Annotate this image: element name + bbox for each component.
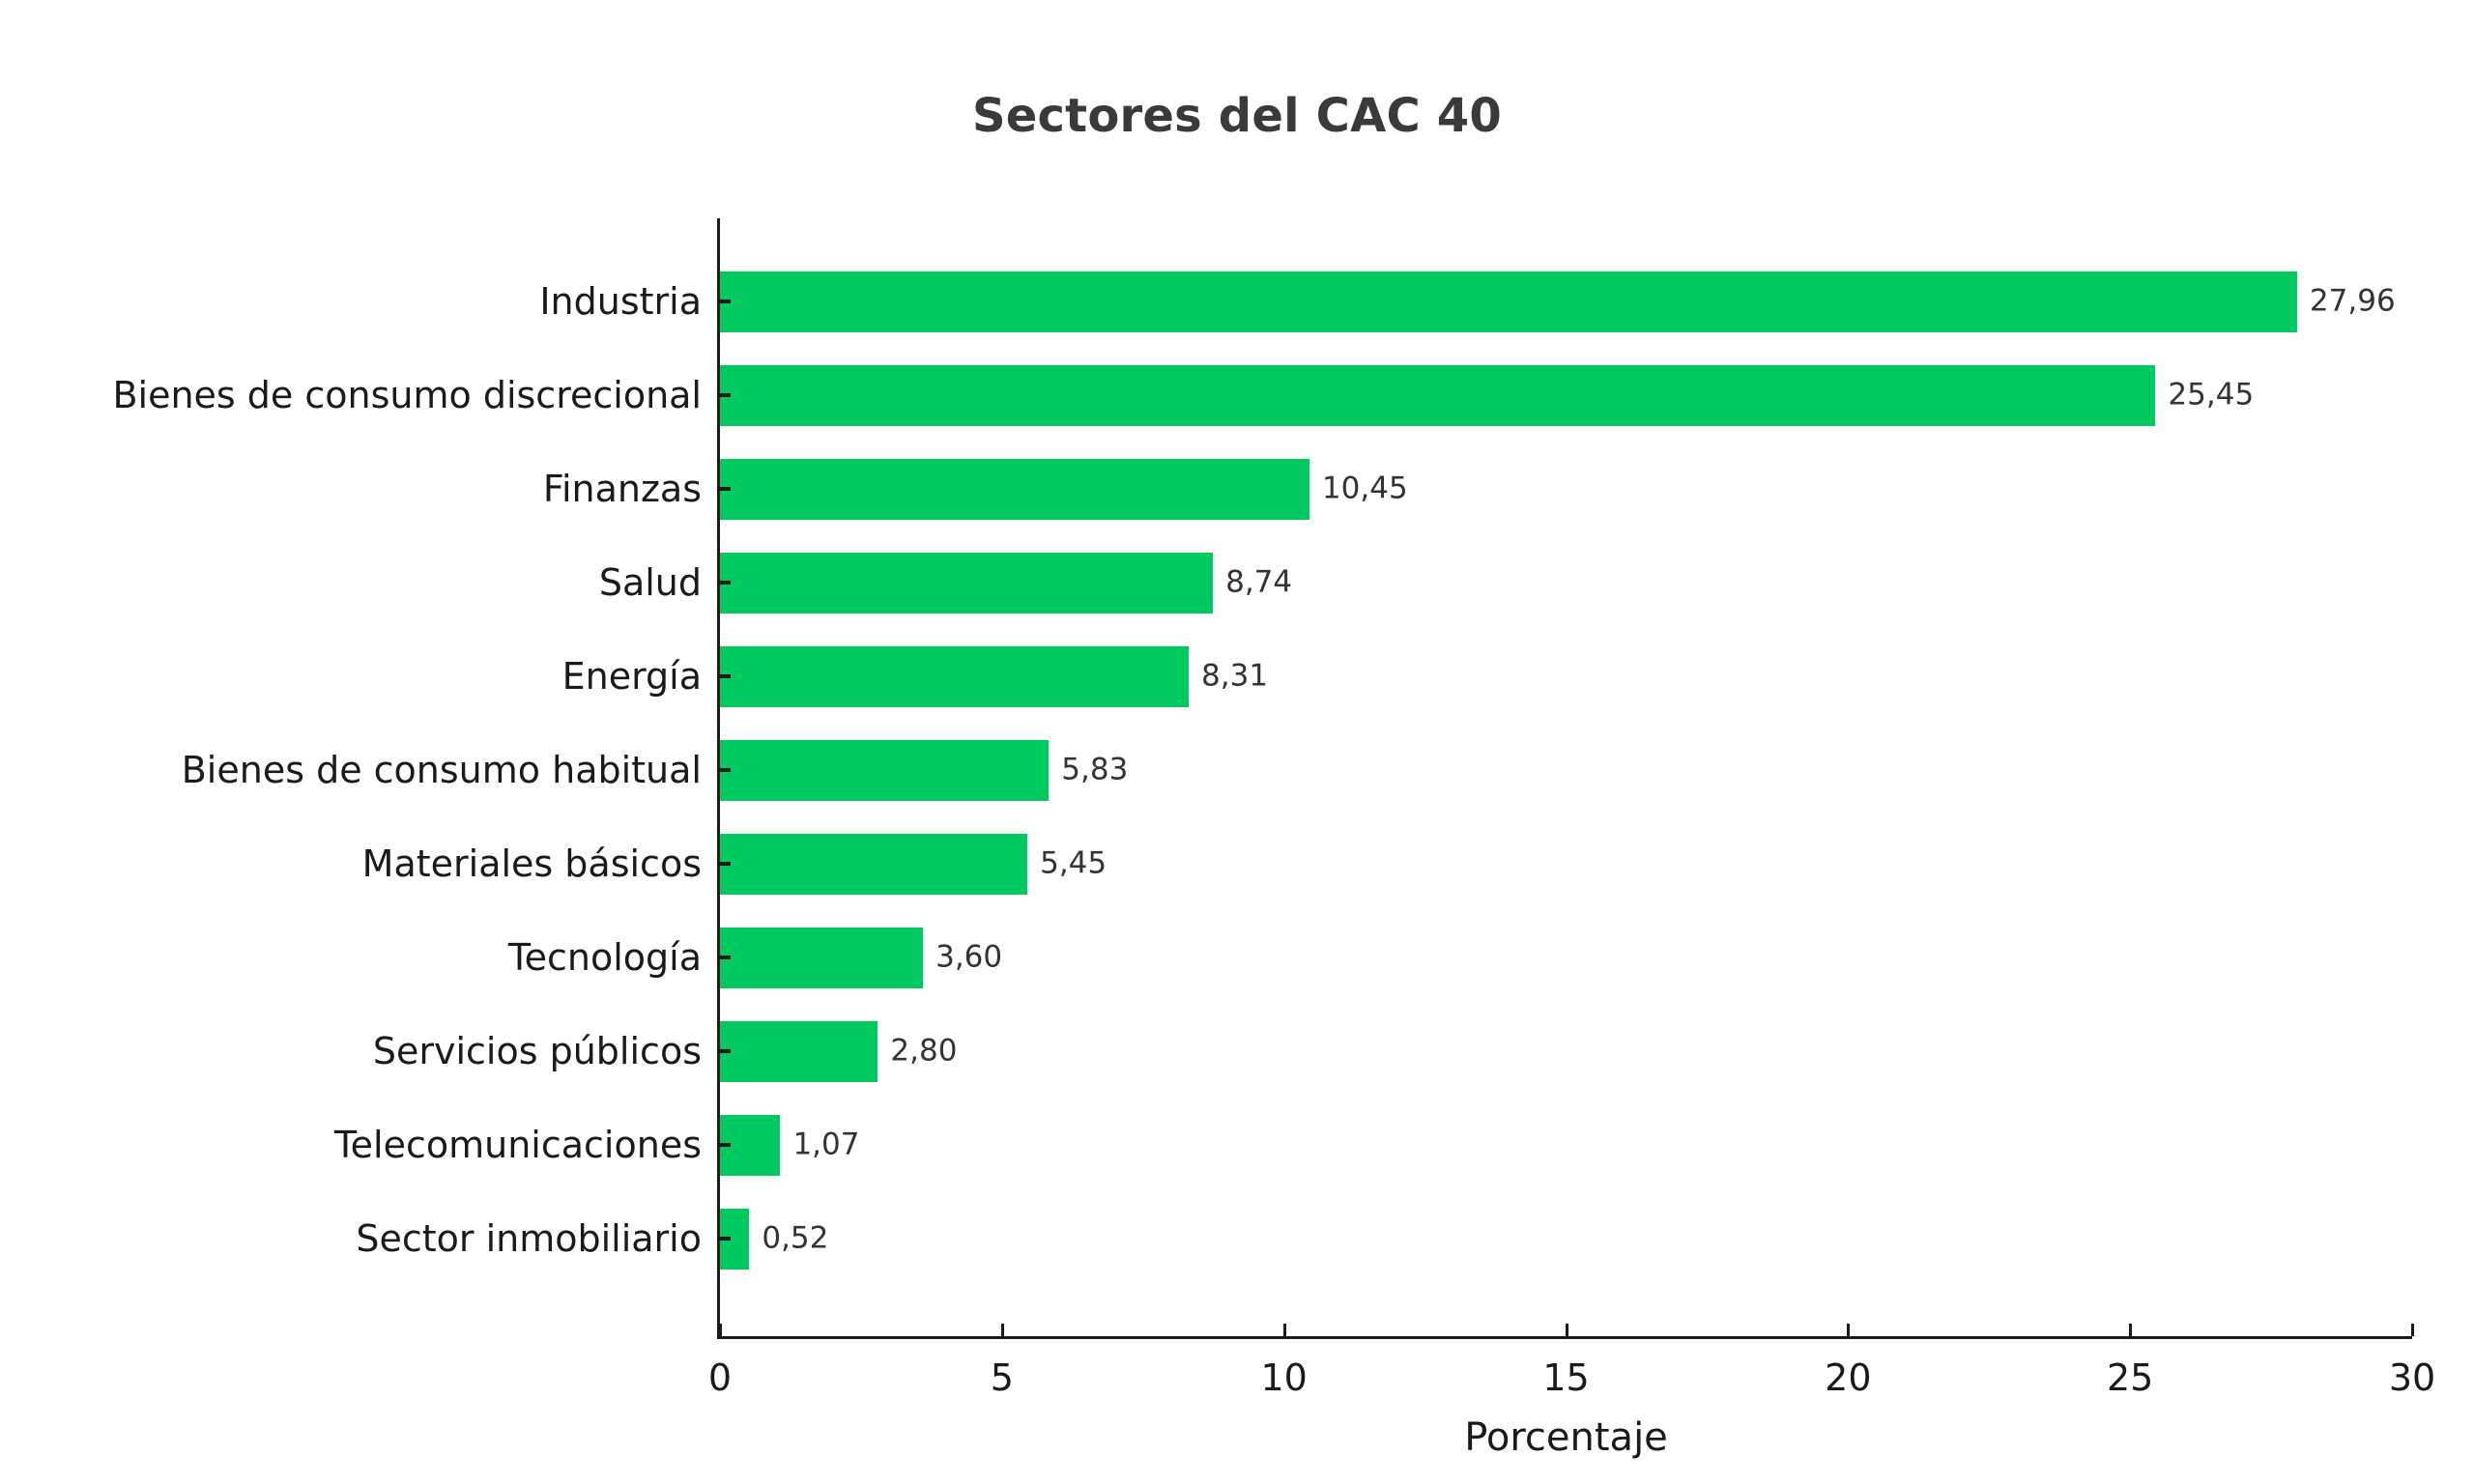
y-axis-tick <box>720 956 731 959</box>
bar-row: 1,07 <box>720 1114 2412 1176</box>
x-axis-tick <box>2411 1324 2414 1336</box>
bar-row: 10,45 <box>720 458 2412 520</box>
x-axis-title: Porcentaje <box>1464 1415 1668 1460</box>
bar-row: 3,60 <box>720 927 2412 988</box>
bar-row: 25,45 <box>720 364 2412 426</box>
bar-value-label: 10,45 <box>1321 471 1408 506</box>
y-axis-tick <box>720 1237 731 1241</box>
x-axis-tick-label: 30 <box>2388 1356 2436 1399</box>
y-axis-tick <box>720 1143 731 1147</box>
bar-row: 5,45 <box>720 833 2412 895</box>
y-axis-tick <box>720 487 731 491</box>
chart-title: Sectores del CAC 40 <box>972 89 1502 143</box>
bar-row: 0,52 <box>720 1208 2412 1270</box>
x-axis-tick <box>1282 1324 1286 1336</box>
x-axis-tick <box>1847 1324 1851 1336</box>
y-axis-tick-label: Tecnología <box>507 936 702 979</box>
y-axis-tick <box>720 581 731 585</box>
y-axis-tick-label: Telecomunicaciones <box>333 1124 702 1166</box>
x-axis-tick-label: 10 <box>1260 1356 1308 1399</box>
y-axis-tick-label: Servicios públicos <box>372 1030 702 1072</box>
plot-area: 27,96 25,45 10,45 8,74 8,31 5,83 5,45 3,60 2,80 1… <box>708 218 2435 1396</box>
bar-value-label: 5,45 <box>1040 845 1108 881</box>
bar-value-label: 8,31 <box>1201 658 1269 694</box>
x-axis-tick-label: 0 <box>707 1356 733 1399</box>
bar <box>720 1020 878 1082</box>
y-axis-tick-label: Energía <box>561 655 702 698</box>
y-axis-tick-label: Finanzas <box>542 468 702 510</box>
y-axis-tick-label: Materiales básicos <box>361 842 702 885</box>
x-axis-tick-label: 25 <box>2106 1356 2154 1399</box>
x-axis-tick-label: 20 <box>1825 1356 1872 1399</box>
y-axis-tick <box>720 768 731 772</box>
bar <box>720 645 1190 707</box>
bar-row: 8,31 <box>720 645 2412 707</box>
bar <box>720 458 1309 520</box>
y-axis-tick-label: Sector inmobiliario <box>356 1217 702 1260</box>
y-axis-tick <box>720 862 731 866</box>
bar-row: 5,83 <box>720 739 2412 801</box>
bar <box>720 271 2297 332</box>
bar <box>720 833 1028 895</box>
bar-value-label: 25,45 <box>2168 377 2255 413</box>
y-axis-tick <box>720 300 731 303</box>
x-axis-tick-label: 5 <box>990 1356 1014 1399</box>
x-axis-tick-label: 15 <box>1542 1356 1590 1399</box>
bar <box>720 552 1214 614</box>
y-axis-tick <box>720 674 731 678</box>
bar <box>720 927 924 988</box>
bar-row: 27,96 <box>720 271 2412 332</box>
x-axis-spine <box>717 1336 2412 1339</box>
bar-row: 2,80 <box>720 1020 2412 1082</box>
x-axis-tick <box>1000 1324 1004 1336</box>
bar <box>720 364 2156 426</box>
bar-value-label: 5,83 <box>1061 752 1129 787</box>
bar-value-label: 3,60 <box>935 939 1003 975</box>
y-axis-tick-label: Bienes de consumo habitual <box>181 749 702 791</box>
x-axis-tick <box>1565 1324 1568 1336</box>
y-axis-spine <box>717 218 720 1336</box>
bar <box>720 739 1050 801</box>
x-axis-tick <box>719 1324 722 1336</box>
bar-value-label: 27,96 <box>2309 283 2396 319</box>
y-axis-tick-label: Salud <box>598 561 702 604</box>
y-axis-tick <box>720 393 731 397</box>
y-axis-tick-label: Bienes de consumo discrecional <box>112 374 702 416</box>
bar-value-label: 1,07 <box>792 1127 860 1162</box>
bar-value-label: 8,74 <box>1225 564 1293 600</box>
bar-value-label: 0,52 <box>762 1220 829 1256</box>
x-axis-tick <box>2129 1324 2133 1336</box>
bar-value-label: 2,80 <box>890 1033 958 1069</box>
y-axis-tick-label: Industria <box>539 280 702 323</box>
bar-row: 8,74 <box>720 552 2412 614</box>
y-axis-tick <box>720 1049 731 1053</box>
